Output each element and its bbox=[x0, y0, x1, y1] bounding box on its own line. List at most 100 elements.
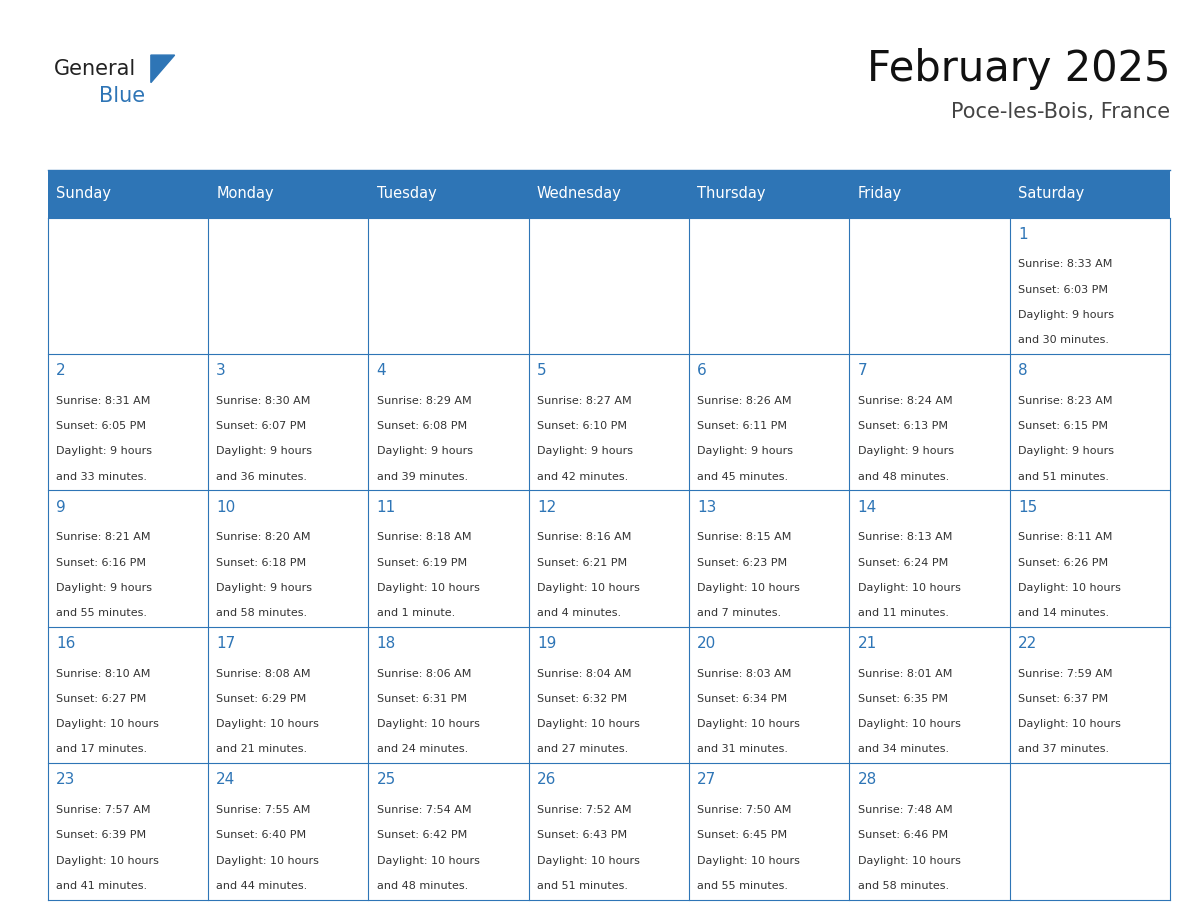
Text: and 37 minutes.: and 37 minutes. bbox=[1018, 744, 1110, 755]
Text: Sunset: 6:13 PM: Sunset: 6:13 PM bbox=[858, 421, 948, 431]
Text: and 21 minutes.: and 21 minutes. bbox=[216, 744, 308, 755]
Text: 2: 2 bbox=[56, 364, 65, 378]
Text: 6: 6 bbox=[697, 364, 707, 378]
Text: Daylight: 10 hours: Daylight: 10 hours bbox=[377, 719, 480, 729]
Text: Sunrise: 7:54 AM: Sunrise: 7:54 AM bbox=[377, 805, 472, 815]
Text: Daylight: 10 hours: Daylight: 10 hours bbox=[537, 856, 640, 866]
Text: and 4 minutes.: and 4 minutes. bbox=[537, 608, 621, 618]
Text: Sunset: 6:03 PM: Sunset: 6:03 PM bbox=[1018, 285, 1108, 295]
Text: Sunrise: 7:59 AM: Sunrise: 7:59 AM bbox=[1018, 668, 1113, 678]
Text: 14: 14 bbox=[858, 499, 877, 515]
Text: Daylight: 9 hours: Daylight: 9 hours bbox=[1018, 446, 1114, 456]
Text: 27: 27 bbox=[697, 772, 716, 788]
Text: Daylight: 10 hours: Daylight: 10 hours bbox=[858, 856, 961, 866]
Text: and 14 minutes.: and 14 minutes. bbox=[1018, 608, 1110, 618]
Text: 3: 3 bbox=[216, 364, 226, 378]
Text: Sunset: 6:43 PM: Sunset: 6:43 PM bbox=[537, 831, 627, 840]
Text: 15: 15 bbox=[1018, 499, 1037, 515]
Text: 8: 8 bbox=[1018, 364, 1028, 378]
Text: Sunset: 6:32 PM: Sunset: 6:32 PM bbox=[537, 694, 627, 704]
Text: and 51 minutes.: and 51 minutes. bbox=[537, 881, 628, 890]
Text: Sunrise: 8:06 AM: Sunrise: 8:06 AM bbox=[377, 668, 470, 678]
Text: Daylight: 10 hours: Daylight: 10 hours bbox=[858, 719, 961, 729]
Text: Sunset: 6:19 PM: Sunset: 6:19 PM bbox=[377, 557, 467, 567]
Text: and 27 minutes.: and 27 minutes. bbox=[537, 744, 628, 755]
Text: 10: 10 bbox=[216, 499, 235, 515]
Text: Sunset: 6:18 PM: Sunset: 6:18 PM bbox=[216, 557, 307, 567]
Text: Sunset: 6:08 PM: Sunset: 6:08 PM bbox=[377, 421, 467, 431]
Text: and 24 minutes.: and 24 minutes. bbox=[377, 744, 468, 755]
Text: Sunset: 6:39 PM: Sunset: 6:39 PM bbox=[56, 831, 146, 840]
Text: 22: 22 bbox=[1018, 636, 1037, 651]
Text: Sunrise: 8:15 AM: Sunrise: 8:15 AM bbox=[697, 532, 791, 543]
Text: 13: 13 bbox=[697, 499, 716, 515]
Text: Daylight: 10 hours: Daylight: 10 hours bbox=[377, 856, 480, 866]
Text: Sunrise: 8:10 AM: Sunrise: 8:10 AM bbox=[56, 668, 150, 678]
Text: 19: 19 bbox=[537, 636, 556, 651]
Text: Daylight: 10 hours: Daylight: 10 hours bbox=[537, 719, 640, 729]
Text: Daylight: 10 hours: Daylight: 10 hours bbox=[216, 719, 320, 729]
Text: 12: 12 bbox=[537, 499, 556, 515]
Text: Daylight: 9 hours: Daylight: 9 hours bbox=[697, 446, 794, 456]
Text: Sunrise: 8:29 AM: Sunrise: 8:29 AM bbox=[377, 396, 472, 406]
Text: and 34 minutes.: and 34 minutes. bbox=[858, 744, 949, 755]
Text: 24: 24 bbox=[216, 772, 235, 788]
Text: and 58 minutes.: and 58 minutes. bbox=[858, 881, 949, 890]
Text: 20: 20 bbox=[697, 636, 716, 651]
Polygon shape bbox=[151, 55, 175, 83]
Text: and 41 minutes.: and 41 minutes. bbox=[56, 881, 147, 890]
Text: Sunrise: 7:52 AM: Sunrise: 7:52 AM bbox=[537, 805, 632, 815]
Text: 17: 17 bbox=[216, 636, 235, 651]
Text: Sunrise: 8:18 AM: Sunrise: 8:18 AM bbox=[377, 532, 472, 543]
Text: and 33 minutes.: and 33 minutes. bbox=[56, 472, 147, 482]
Text: Daylight: 10 hours: Daylight: 10 hours bbox=[537, 583, 640, 593]
Text: Sunrise: 8:27 AM: Sunrise: 8:27 AM bbox=[537, 396, 632, 406]
Text: Sunrise: 8:04 AM: Sunrise: 8:04 AM bbox=[537, 668, 632, 678]
Text: Sunrise: 8:08 AM: Sunrise: 8:08 AM bbox=[216, 668, 311, 678]
Text: and 58 minutes.: and 58 minutes. bbox=[216, 608, 308, 618]
Text: 26: 26 bbox=[537, 772, 556, 788]
Text: and 44 minutes.: and 44 minutes. bbox=[216, 881, 308, 890]
Text: Sunrise: 7:55 AM: Sunrise: 7:55 AM bbox=[216, 805, 310, 815]
Text: Daylight: 10 hours: Daylight: 10 hours bbox=[216, 856, 320, 866]
Text: Monday: Monday bbox=[216, 186, 274, 201]
Text: Sunrise: 8:11 AM: Sunrise: 8:11 AM bbox=[1018, 532, 1112, 543]
Text: Sunrise: 8:03 AM: Sunrise: 8:03 AM bbox=[697, 668, 791, 678]
Text: Saturday: Saturday bbox=[1018, 186, 1085, 201]
Text: General: General bbox=[53, 59, 135, 79]
Text: Sunrise: 7:57 AM: Sunrise: 7:57 AM bbox=[56, 805, 151, 815]
Text: Daylight: 10 hours: Daylight: 10 hours bbox=[1018, 719, 1121, 729]
Text: Sunset: 6:34 PM: Sunset: 6:34 PM bbox=[697, 694, 788, 704]
Text: Sunrise: 8:23 AM: Sunrise: 8:23 AM bbox=[1018, 396, 1113, 406]
Text: Sunrise: 8:26 AM: Sunrise: 8:26 AM bbox=[697, 396, 792, 406]
Text: 5: 5 bbox=[537, 364, 546, 378]
Text: Daylight: 10 hours: Daylight: 10 hours bbox=[56, 856, 159, 866]
Text: 23: 23 bbox=[56, 772, 75, 788]
Text: Sunrise: 8:24 AM: Sunrise: 8:24 AM bbox=[858, 396, 953, 406]
Text: 11: 11 bbox=[377, 499, 396, 515]
Text: Friday: Friday bbox=[858, 186, 902, 201]
Text: Daylight: 10 hours: Daylight: 10 hours bbox=[1018, 583, 1121, 593]
Text: Thursday: Thursday bbox=[697, 186, 766, 201]
Text: Sunset: 6:40 PM: Sunset: 6:40 PM bbox=[216, 831, 307, 840]
Text: Daylight: 10 hours: Daylight: 10 hours bbox=[697, 856, 801, 866]
Text: and 42 minutes.: and 42 minutes. bbox=[537, 472, 628, 482]
Text: and 51 minutes.: and 51 minutes. bbox=[1018, 472, 1110, 482]
Text: and 31 minutes.: and 31 minutes. bbox=[697, 744, 789, 755]
Text: Sunrise: 8:30 AM: Sunrise: 8:30 AM bbox=[216, 396, 310, 406]
Text: Daylight: 9 hours: Daylight: 9 hours bbox=[56, 446, 152, 456]
Text: Sunrise: 8:13 AM: Sunrise: 8:13 AM bbox=[858, 532, 952, 543]
Text: Sunrise: 8:31 AM: Sunrise: 8:31 AM bbox=[56, 396, 150, 406]
Text: Sunday: Sunday bbox=[56, 186, 110, 201]
Text: Sunrise: 8:16 AM: Sunrise: 8:16 AM bbox=[537, 532, 631, 543]
Text: Sunrise: 7:48 AM: Sunrise: 7:48 AM bbox=[858, 805, 953, 815]
Text: and 30 minutes.: and 30 minutes. bbox=[1018, 335, 1110, 345]
Text: and 7 minutes.: and 7 minutes. bbox=[697, 608, 782, 618]
Text: Blue: Blue bbox=[99, 86, 145, 106]
Text: Sunset: 6:37 PM: Sunset: 6:37 PM bbox=[1018, 694, 1108, 704]
Text: Sunrise: 7:50 AM: Sunrise: 7:50 AM bbox=[697, 805, 791, 815]
Text: Sunrise: 8:20 AM: Sunrise: 8:20 AM bbox=[216, 532, 311, 543]
Text: Sunset: 6:16 PM: Sunset: 6:16 PM bbox=[56, 557, 146, 567]
Text: Daylight: 9 hours: Daylight: 9 hours bbox=[1018, 310, 1114, 320]
Text: Sunset: 6:23 PM: Sunset: 6:23 PM bbox=[697, 557, 788, 567]
